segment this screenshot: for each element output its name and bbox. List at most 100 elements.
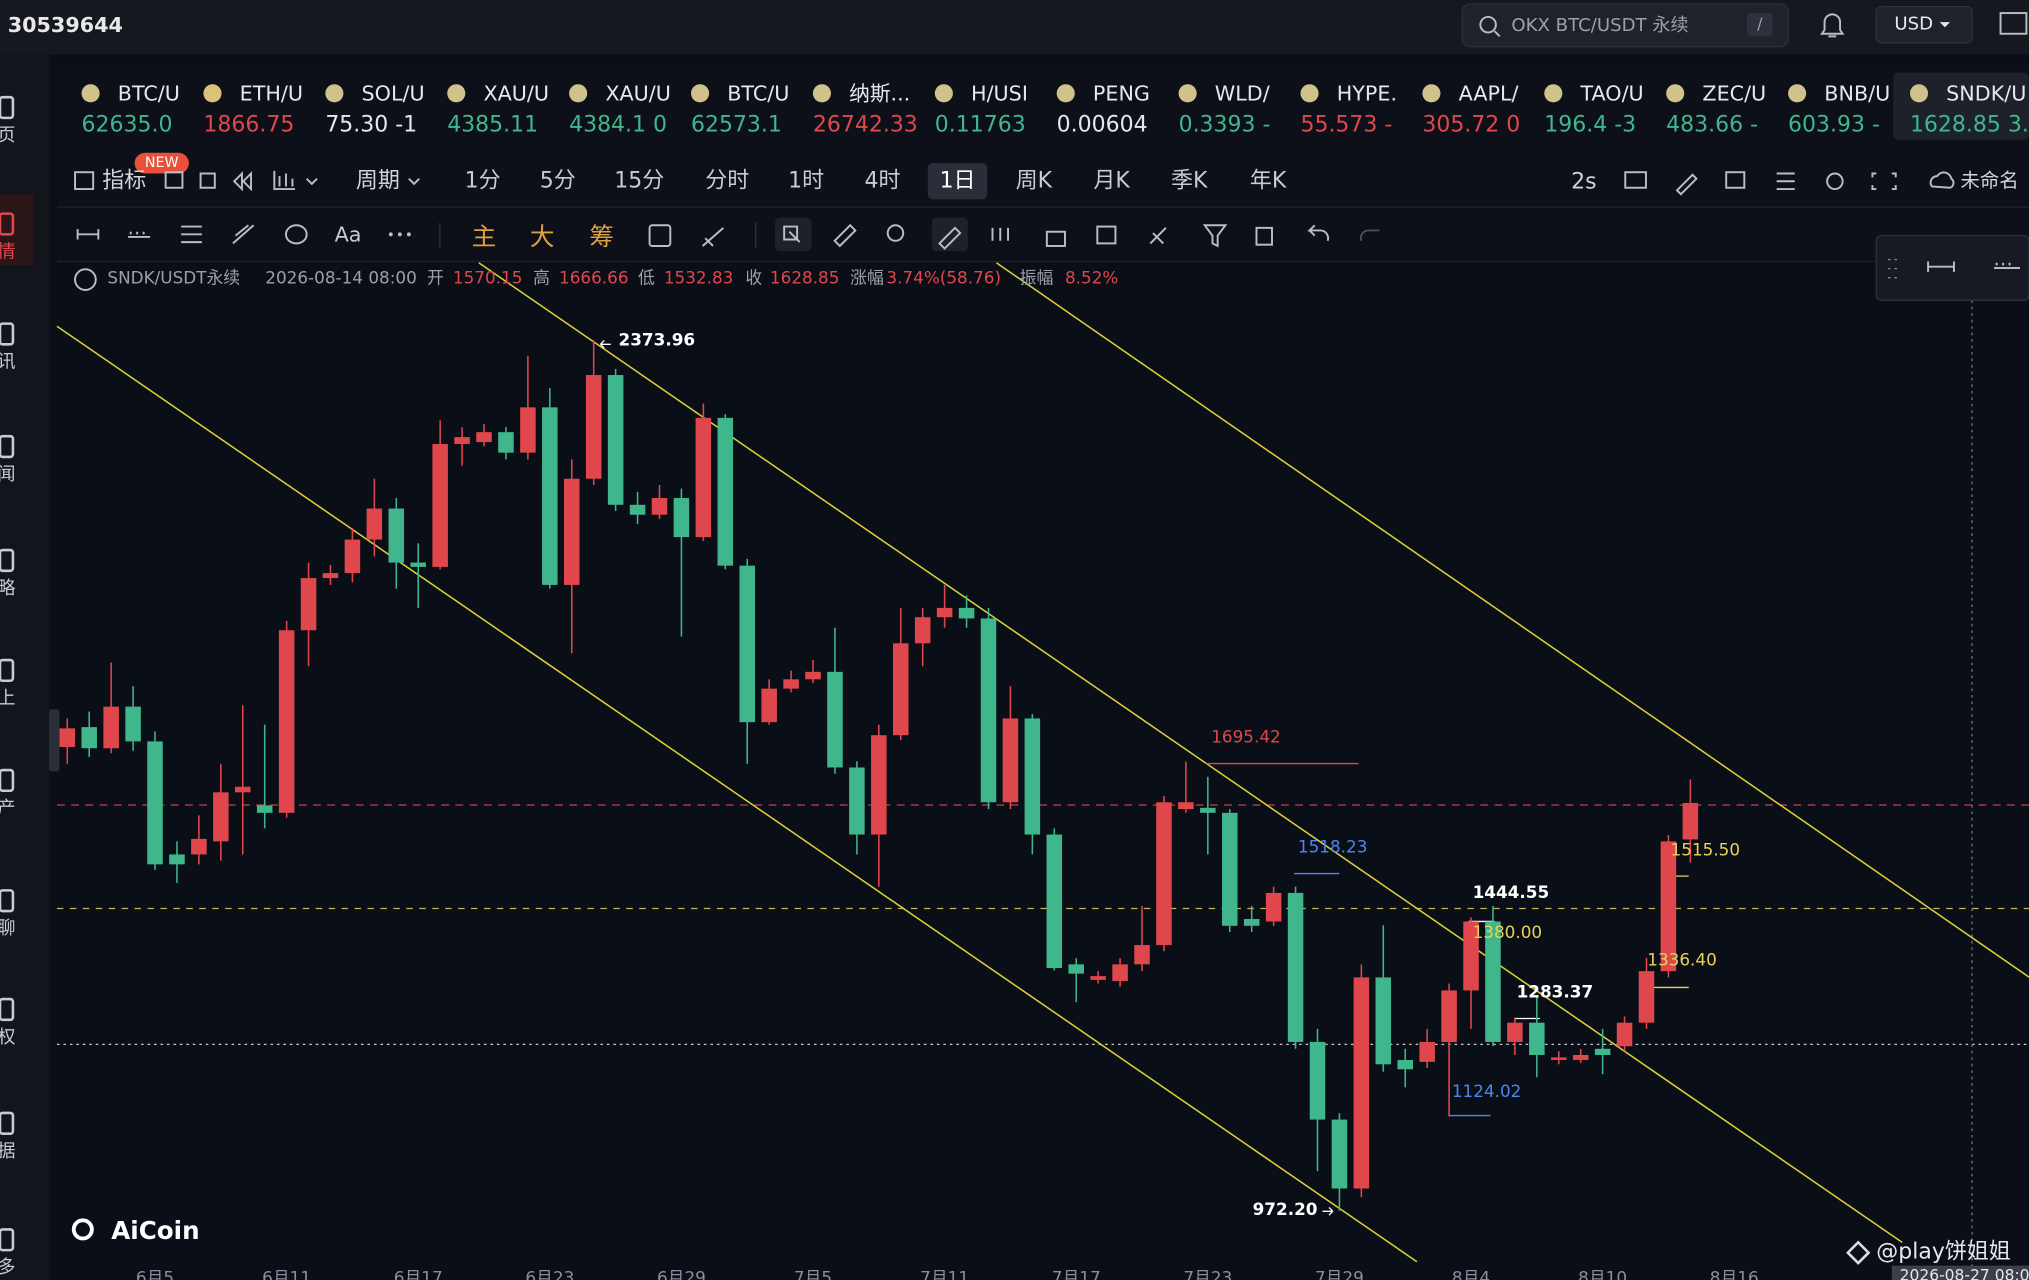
- overlay-chips[interactable]: 筹: [589, 222, 614, 251]
- fullscreen-icon[interactable]: [1871, 172, 1897, 191]
- indicator-label[interactable]: 指标: [102, 168, 146, 193]
- x-tick-label: 6月5: [136, 1268, 174, 1280]
- ticker-icon: [812, 84, 832, 103]
- sidebar-item[interactable]: 多: [0, 1257, 16, 1278]
- sidebar-item[interactable]: 权: [0, 1027, 16, 1048]
- chart-type-icon[interactable]: [273, 170, 296, 191]
- mail-icon[interactable]: [1999, 12, 2028, 35]
- undo-tool[interactable]: [1307, 224, 1330, 242]
- replay-icon[interactable]: [232, 171, 253, 192]
- sidebar-item[interactable]: 情: [0, 241, 16, 262]
- cloud-icon[interactable]: [1929, 171, 1955, 189]
- candle-body: [520, 407, 536, 453]
- drag-handle[interactable]: [1887, 258, 1898, 279]
- ticker-name[interactable]: ETH/U: [240, 82, 303, 106]
- interval[interactable]: 月K: [1093, 168, 1130, 193]
- candle-body: [1265, 892, 1282, 922]
- pen-icon[interactable]: [1675, 173, 1698, 196]
- interval[interactable]: 1日: [940, 168, 976, 193]
- interval[interactable]: 5分: [540, 168, 576, 193]
- ticker-name[interactable]: SOL/U: [362, 82, 425, 106]
- candle-body: [1068, 964, 1084, 974]
- ellipse-tool[interactable]: [285, 224, 308, 245]
- ticker-name[interactable]: SNDK/U: [1946, 82, 2026, 106]
- ticker-name[interactable]: BNB/U: [1824, 82, 1890, 106]
- sidebar-item[interactable]: 略: [0, 578, 16, 599]
- sidebar-item[interactable]: 据: [0, 1141, 16, 1162]
- ticker-icon: [1544, 84, 1563, 103]
- ticker-price: 196.4 -3: [1544, 113, 1636, 138]
- parallel-tool[interactable]: [181, 225, 202, 244]
- interval[interactable]: 周K: [1016, 168, 1053, 193]
- interval[interactable]: 季K: [1171, 168, 1208, 193]
- ticker-name[interactable]: ZEC/U: [1702, 82, 1766, 106]
- font-tool[interactable]: Aa: [335, 223, 362, 247]
- ticker-name[interactable]: XAU/U: [483, 82, 549, 106]
- ticker-name[interactable]: HYPE.: [1337, 82, 1397, 106]
- interval[interactable]: 4时: [865, 168, 901, 193]
- interval[interactable]: 15分: [614, 168, 664, 193]
- window-icon[interactable]: [1725, 171, 1746, 189]
- redo-tool[interactable]: [1359, 229, 1380, 242]
- annotation: 1336.40: [1647, 949, 1717, 969]
- filter-tool[interactable]: [1202, 224, 1228, 248]
- collapse-handle[interactable]: [49, 709, 60, 772]
- magnet-tool[interactable]: [1149, 227, 1167, 245]
- zoom-tool[interactable]: [886, 224, 905, 242]
- refresh-rate[interactable]: 2s: [1571, 170, 1596, 195]
- ticker-name[interactable]: BTC/U: [118, 82, 180, 106]
- ticker-name[interactable]: BTC/U: [727, 82, 789, 106]
- ticker-name[interactable]: 纳斯...: [849, 82, 910, 106]
- overlay-main[interactable]: 主: [472, 222, 497, 251]
- annotation: 1695.42: [1211, 727, 1281, 747]
- ray-tool[interactable]: [1994, 262, 2020, 269]
- sidebar-item[interactable]: 页: [0, 125, 16, 146]
- visibility-icon[interactable]: [74, 268, 97, 291]
- ticker-name[interactable]: H/USI: [971, 82, 1028, 106]
- lock-tool[interactable]: [1045, 230, 1066, 247]
- camera-icon[interactable]: [1624, 171, 1647, 189]
- sidebar-item[interactable]: 聊: [0, 918, 16, 939]
- sidebar-item[interactable]: 产: [0, 798, 16, 819]
- more-dot[interactable]: [388, 232, 393, 237]
- interval[interactable]: 1分: [465, 168, 501, 193]
- layout-name[interactable]: 未命名: [1960, 169, 2018, 192]
- ticker-name[interactable]: WLD/: [1215, 82, 1270, 106]
- ray-tool[interactable]: [128, 231, 151, 238]
- ticker-name[interactable]: XAU/U: [605, 82, 671, 106]
- currency-select[interactable]: [1875, 5, 1973, 44]
- note-tool[interactable]: [1096, 225, 1117, 245]
- more-dot: [406, 232, 411, 237]
- template-icon[interactable]: [164, 171, 184, 189]
- ruler-tool[interactable]: [833, 223, 857, 248]
- ticker-name[interactable]: TAO/U: [1579, 82, 1643, 106]
- sidebar-item[interactable]: 闻: [0, 464, 16, 485]
- info-label: 开: [427, 267, 444, 287]
- delete-tool[interactable]: [1255, 226, 1273, 246]
- sidebar-item[interactable]: 上: [0, 688, 16, 709]
- sidebar-item[interactable]: 讯: [0, 351, 16, 372]
- info-label: 涨幅: [850, 267, 884, 287]
- candle-body: [761, 688, 777, 723]
- hline-tool[interactable]: [1927, 261, 1955, 272]
- settings-icon[interactable]: [1826, 172, 1844, 191]
- interval[interactable]: 分时: [705, 168, 749, 193]
- bell-icon[interactable]: [1820, 13, 1845, 38]
- search-box[interactable]: [1461, 3, 1789, 48]
- period-label[interactable]: 周期: [356, 168, 400, 193]
- interval[interactable]: 1时: [788, 168, 824, 193]
- ticker-name[interactable]: PENG: [1093, 82, 1150, 106]
- fib-tool[interactable]: [232, 224, 255, 245]
- hline-tool[interactable]: [76, 229, 100, 240]
- interval[interactable]: 年K: [1250, 168, 1287, 193]
- list-icon[interactable]: [1776, 172, 1795, 191]
- measure-tool[interactable]: [702, 227, 724, 247]
- info-label: 低: [638, 267, 655, 287]
- overlay-big[interactable]: 大: [530, 222, 555, 251]
- candle-tool[interactable]: [991, 227, 1010, 241]
- layout-icon[interactable]: [199, 172, 216, 189]
- candle-body: [542, 407, 558, 585]
- ticker-name[interactable]: AAPL/: [1459, 82, 1519, 106]
- overlay-tool[interactable]: [648, 224, 672, 247]
